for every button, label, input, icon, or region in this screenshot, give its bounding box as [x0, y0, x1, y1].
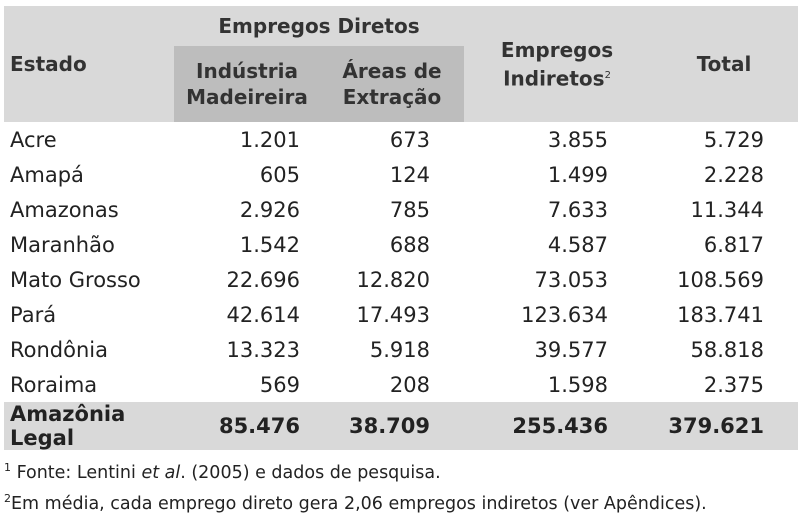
- total-industria: 85.476: [174, 402, 320, 450]
- header-areas-line1: Áreas de: [342, 59, 442, 83]
- cell-total: 6.817: [703, 232, 765, 257]
- table-row: Rondônia 13.323 5.918 39.577 58.818: [4, 332, 798, 367]
- table-row: Maranhão 1.542 688 4.587 6.817: [4, 227, 798, 262]
- header-areas-line2: Extração: [342, 85, 442, 109]
- cell-industria: 1.201: [239, 127, 300, 152]
- cell-indiretos: 73.053: [534, 267, 609, 292]
- total-state: Amazônia Legal: [4, 402, 174, 450]
- header-industria-line1: Indústria: [196, 59, 298, 83]
- header-industria: Indústria Madeireira: [174, 46, 320, 122]
- cell-indiretos: 123.634: [521, 302, 609, 327]
- header-indirect: Empregos Indiretos2: [464, 6, 651, 122]
- cell-areas: 673: [389, 127, 431, 152]
- total-areas: 38.709: [320, 402, 465, 450]
- cell-indiretos: 7.633: [547, 197, 609, 222]
- header-indirect-line2: Indiretos: [503, 66, 605, 91]
- cell-areas: 785: [389, 197, 431, 222]
- total-total: 379.621: [650, 402, 799, 450]
- cell-state: Amapá: [10, 162, 84, 187]
- table-row: Mato Grosso 22.696 12.820 73.053 108.569: [4, 262, 798, 297]
- cell-industria: 1.542: [239, 232, 300, 257]
- cell-indiretos: 1.598: [547, 372, 609, 397]
- footnote-2: 2Em média, cada emprego direto gera 2,06…: [4, 486, 707, 517]
- footnotes: 1 Fonte: Lentini et al. (2005) e dados d…: [4, 455, 707, 517]
- header-indirect-line1: Empregos: [500, 37, 614, 62]
- table-row: Acre 1.201 673 3.855 5.729: [4, 122, 798, 157]
- footnote-1-italic: et al: [141, 462, 181, 483]
- footnote-2-text: Em média, cada emprego direto gera 2,06 …: [11, 493, 707, 514]
- cell-total: 2.375: [703, 372, 765, 397]
- cell-total: 5.729: [703, 127, 765, 152]
- header-industria-line2: Madeireira: [186, 85, 308, 109]
- header-state: Estado: [4, 6, 174, 122]
- header-direct-group: Empregos Diretos: [174, 6, 465, 46]
- footnote-1: 1 Fonte: Lentini et al. (2005) e dados d…: [4, 455, 707, 486]
- header-indirect-marker: 2: [604, 69, 611, 81]
- cell-industria: 605: [259, 162, 300, 187]
- cell-state: Rondônia: [10, 337, 108, 362]
- cell-state: Mato Grosso: [10, 267, 141, 292]
- cell-total: 2.228: [703, 162, 765, 187]
- total-indiretos: 255.436: [464, 402, 651, 450]
- cell-total: 11.344: [690, 197, 765, 222]
- cell-state: Maranhão: [10, 232, 115, 257]
- cell-areas: 208: [389, 372, 431, 397]
- cell-total: 58.818: [690, 337, 765, 362]
- cell-total: 183.741: [677, 302, 765, 327]
- table-row: Amazonas 2.926 785 7.633 11.344: [4, 192, 798, 227]
- cell-industria: 13.323: [226, 337, 300, 362]
- table-total-row: Amazônia Legal 85.476 38.709 255.436 379…: [4, 402, 799, 450]
- cell-indiretos: 39.577: [534, 337, 609, 362]
- cell-indiretos: 1.499: [547, 162, 609, 187]
- cell-indiretos: 3.855: [547, 127, 609, 152]
- footnote-1-text-b: . (2005) e dados de pesquisa.: [180, 462, 441, 483]
- cell-total: 108.569: [677, 267, 765, 292]
- cell-industria: 2.926: [239, 197, 300, 222]
- cell-areas: 12.820: [356, 267, 431, 292]
- cell-areas: 17.493: [356, 302, 431, 327]
- cell-areas: 688: [389, 232, 431, 257]
- footnote-1-text-a: Fonte: Lentini: [11, 462, 142, 483]
- cell-industria: 22.696: [226, 267, 300, 292]
- cell-state: Amazonas: [10, 197, 119, 222]
- cell-industria: 569: [259, 372, 300, 397]
- table-row: Pará 42.614 17.493 123.634 183.741: [4, 297, 798, 332]
- cell-indiretos: 4.587: [547, 232, 609, 257]
- footnote-1-marker: 1: [4, 461, 11, 474]
- table-row: Amapá 605 124 1.499 2.228: [4, 157, 798, 192]
- cell-state: Acre: [10, 127, 57, 152]
- header-areas: Áreas de Extração: [320, 46, 465, 122]
- cell-industria: 42.614: [226, 302, 300, 327]
- cell-areas: 5.918: [369, 337, 431, 362]
- cell-state: Roraima: [10, 372, 98, 397]
- header-total: Total: [650, 6, 799, 122]
- table-row: Roraima 569 208 1.598 2.375: [4, 367, 798, 402]
- cell-state: Pará: [10, 302, 57, 327]
- employment-table: Estado Empregos Diretos Empregos Indiret…: [4, 6, 799, 450]
- cell-areas: 124: [389, 162, 431, 187]
- footnote-2-marker: 2: [4, 491, 11, 505]
